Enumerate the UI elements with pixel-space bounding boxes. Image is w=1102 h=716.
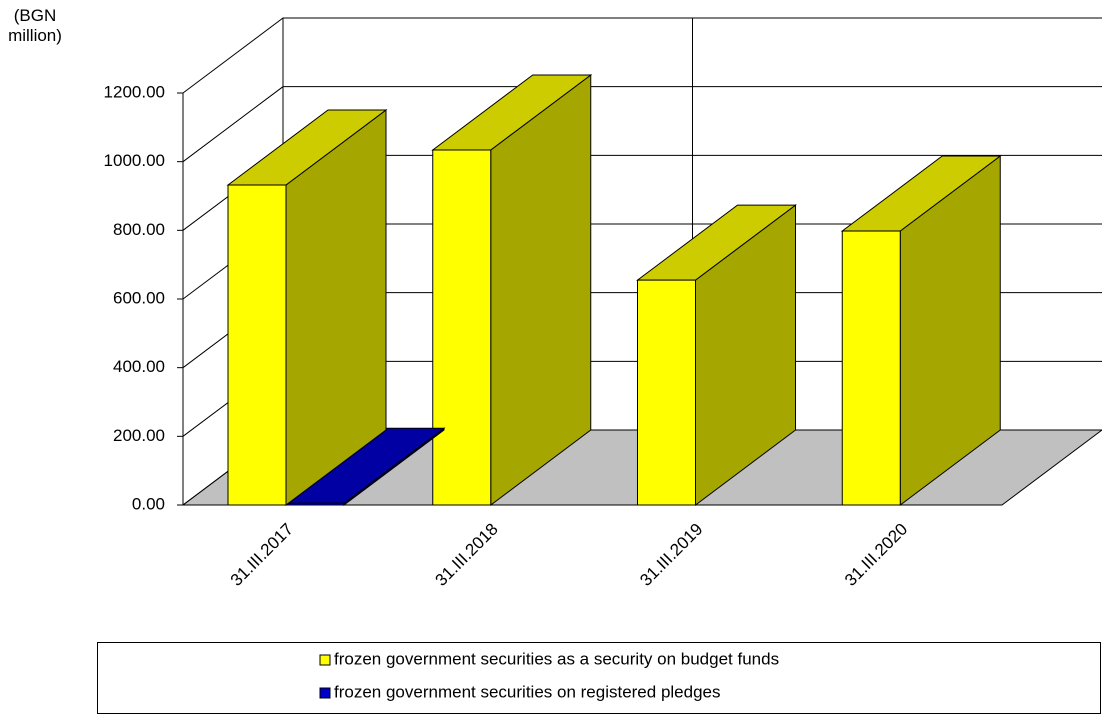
y-tick-label: 600.00 [113,288,165,307]
grid-line [182,86,1102,163]
legend-box [97,642,1101,714]
bar-front [285,502,345,506]
y-tick-label: 200.00 [113,426,165,445]
bar [840,155,1002,506]
legend-swatch [319,687,331,699]
y-tick-label: 800.00 [113,220,165,239]
y-tick-label: 400.00 [113,357,165,376]
y-label-box: (BGN million) [8,6,62,45]
y-tick-label: 1200.00 [104,82,165,101]
bar [284,427,446,506]
bar-front [432,149,492,506]
bar-front [637,279,696,506]
x-tick-label: 31.III.2020 [841,520,911,590]
y-tick-label: 0.00 [132,494,165,513]
bar-side [490,73,592,506]
bar-front [227,184,287,506]
bar [636,204,797,506]
y-axis-label: (BGN million) [8,6,62,45]
grid-line [182,17,1102,94]
y-tick-label: 1000.00 [104,151,165,170]
x-tick-label: 31.III.2018 [432,520,502,590]
bar [431,73,593,506]
legend-swatch [319,654,331,666]
x-tick-label: 31.III.2017 [227,520,297,590]
legend-label: frozen government securities as a securi… [334,649,779,668]
legend-label: frozen government securities on register… [334,682,721,701]
bar-front [841,230,901,506]
bar [226,109,388,506]
x-tick-label: 31.III.2019 [636,520,706,590]
